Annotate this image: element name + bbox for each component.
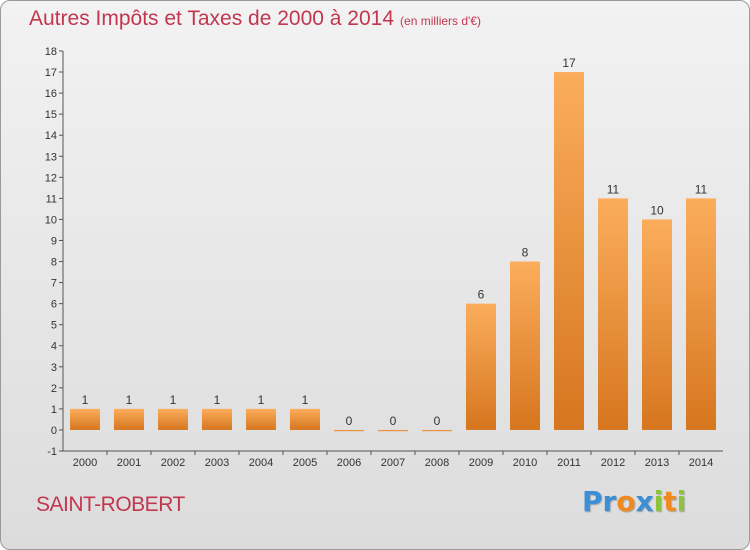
bar-value-label: 1 (82, 393, 89, 407)
x-tick-label: 2000 (73, 457, 97, 469)
x-tick-label: 2001 (117, 457, 141, 469)
y-tick-label: 16 (45, 88, 57, 100)
bar-value-label: 1 (302, 393, 309, 407)
y-tick-label: 3 (51, 362, 57, 374)
bar (290, 408, 320, 430)
bar-value-label: 1 (214, 393, 221, 407)
y-tick-label: 7 (51, 278, 57, 290)
x-tick-label: 2005 (293, 457, 317, 469)
place-name: SAINT-ROBERT (36, 493, 185, 516)
bar (686, 198, 716, 430)
x-tick-label: 2011 (557, 457, 581, 469)
bar (114, 408, 144, 430)
proxiti-logo: Proxiti (582, 485, 686, 518)
bar-value-label: 17 (562, 56, 576, 70)
x-tick-label: 2012 (601, 457, 625, 469)
y-tick-label: 18 (45, 46, 57, 58)
bar (510, 261, 540, 430)
x-tick-label: 2002 (161, 457, 185, 469)
y-tick-label: 12 (45, 172, 57, 184)
chart-title: Autres Impôts et Taxes de 2000 à 2014 (en… (29, 7, 481, 31)
bar-value-label: 1 (126, 393, 133, 407)
bar-value-label: 11 (607, 182, 620, 196)
bar-value-label: 1 (258, 393, 265, 407)
y-tick-label: 0 (51, 425, 57, 437)
logo-letter: r (602, 485, 617, 518)
y-tick-label: 14 (45, 130, 57, 142)
y-tick-label: -1 (47, 446, 57, 458)
bar-value-label: 0 (434, 414, 441, 428)
bar (158, 408, 188, 430)
bar-value-label: 1 (170, 393, 177, 407)
y-tick-label: 6 (51, 299, 57, 311)
x-tick-label: 2008 (425, 457, 449, 469)
x-tick-label: 2009 (469, 457, 493, 469)
bar (334, 429, 364, 432)
logo-letter: x (635, 485, 654, 518)
y-tick-label: 1 (51, 404, 57, 416)
bar (554, 72, 584, 430)
bar (598, 198, 628, 430)
bar-value-label: 11 (695, 182, 708, 196)
logo-letter: P (582, 485, 603, 518)
y-tick-label: 11 (46, 193, 57, 205)
y-tick-label: 15 (45, 109, 57, 121)
bar-value-label: 10 (650, 203, 664, 217)
y-tick-label: 5 (51, 320, 57, 332)
bar (378, 429, 408, 432)
bar (422, 429, 452, 432)
y-tick-label: 2 (51, 383, 57, 395)
x-tick-label: 2003 (205, 457, 229, 469)
bar-value-label: 8 (522, 246, 529, 260)
x-tick-label: 2004 (249, 457, 273, 469)
bar (202, 408, 232, 430)
logo-letter: t (663, 485, 677, 518)
bar (466, 303, 496, 430)
y-tick-label: 17 (45, 67, 57, 79)
chart-title-text: Autres Impôts et Taxes de 2000 à 2014 (29, 7, 395, 30)
y-tick-label: 4 (51, 341, 57, 353)
x-tick-label: 2013 (645, 457, 669, 469)
logo-letter: i (676, 485, 687, 518)
x-tick-label: 2006 (337, 457, 361, 469)
y-tick-label: 9 (51, 235, 57, 247)
bar-value-label: 0 (346, 414, 353, 428)
y-tick-label: 13 (45, 151, 57, 163)
x-tick-label: 2010 (513, 457, 537, 469)
bar (642, 219, 672, 430)
x-tick-label: 2014 (689, 457, 713, 469)
y-tick-label: 8 (51, 257, 57, 269)
bar-value-label: 6 (478, 288, 485, 302)
y-tick-label: 10 (45, 214, 57, 226)
chart-subtitle: (en milliers d'€) (400, 14, 482, 28)
logo-letter: o (616, 485, 636, 518)
logo-letter: i (653, 485, 664, 518)
bar-value-label: 0 (390, 414, 397, 428)
bar (70, 408, 100, 430)
bar (246, 408, 276, 430)
x-tick-label: 2007 (381, 457, 405, 469)
